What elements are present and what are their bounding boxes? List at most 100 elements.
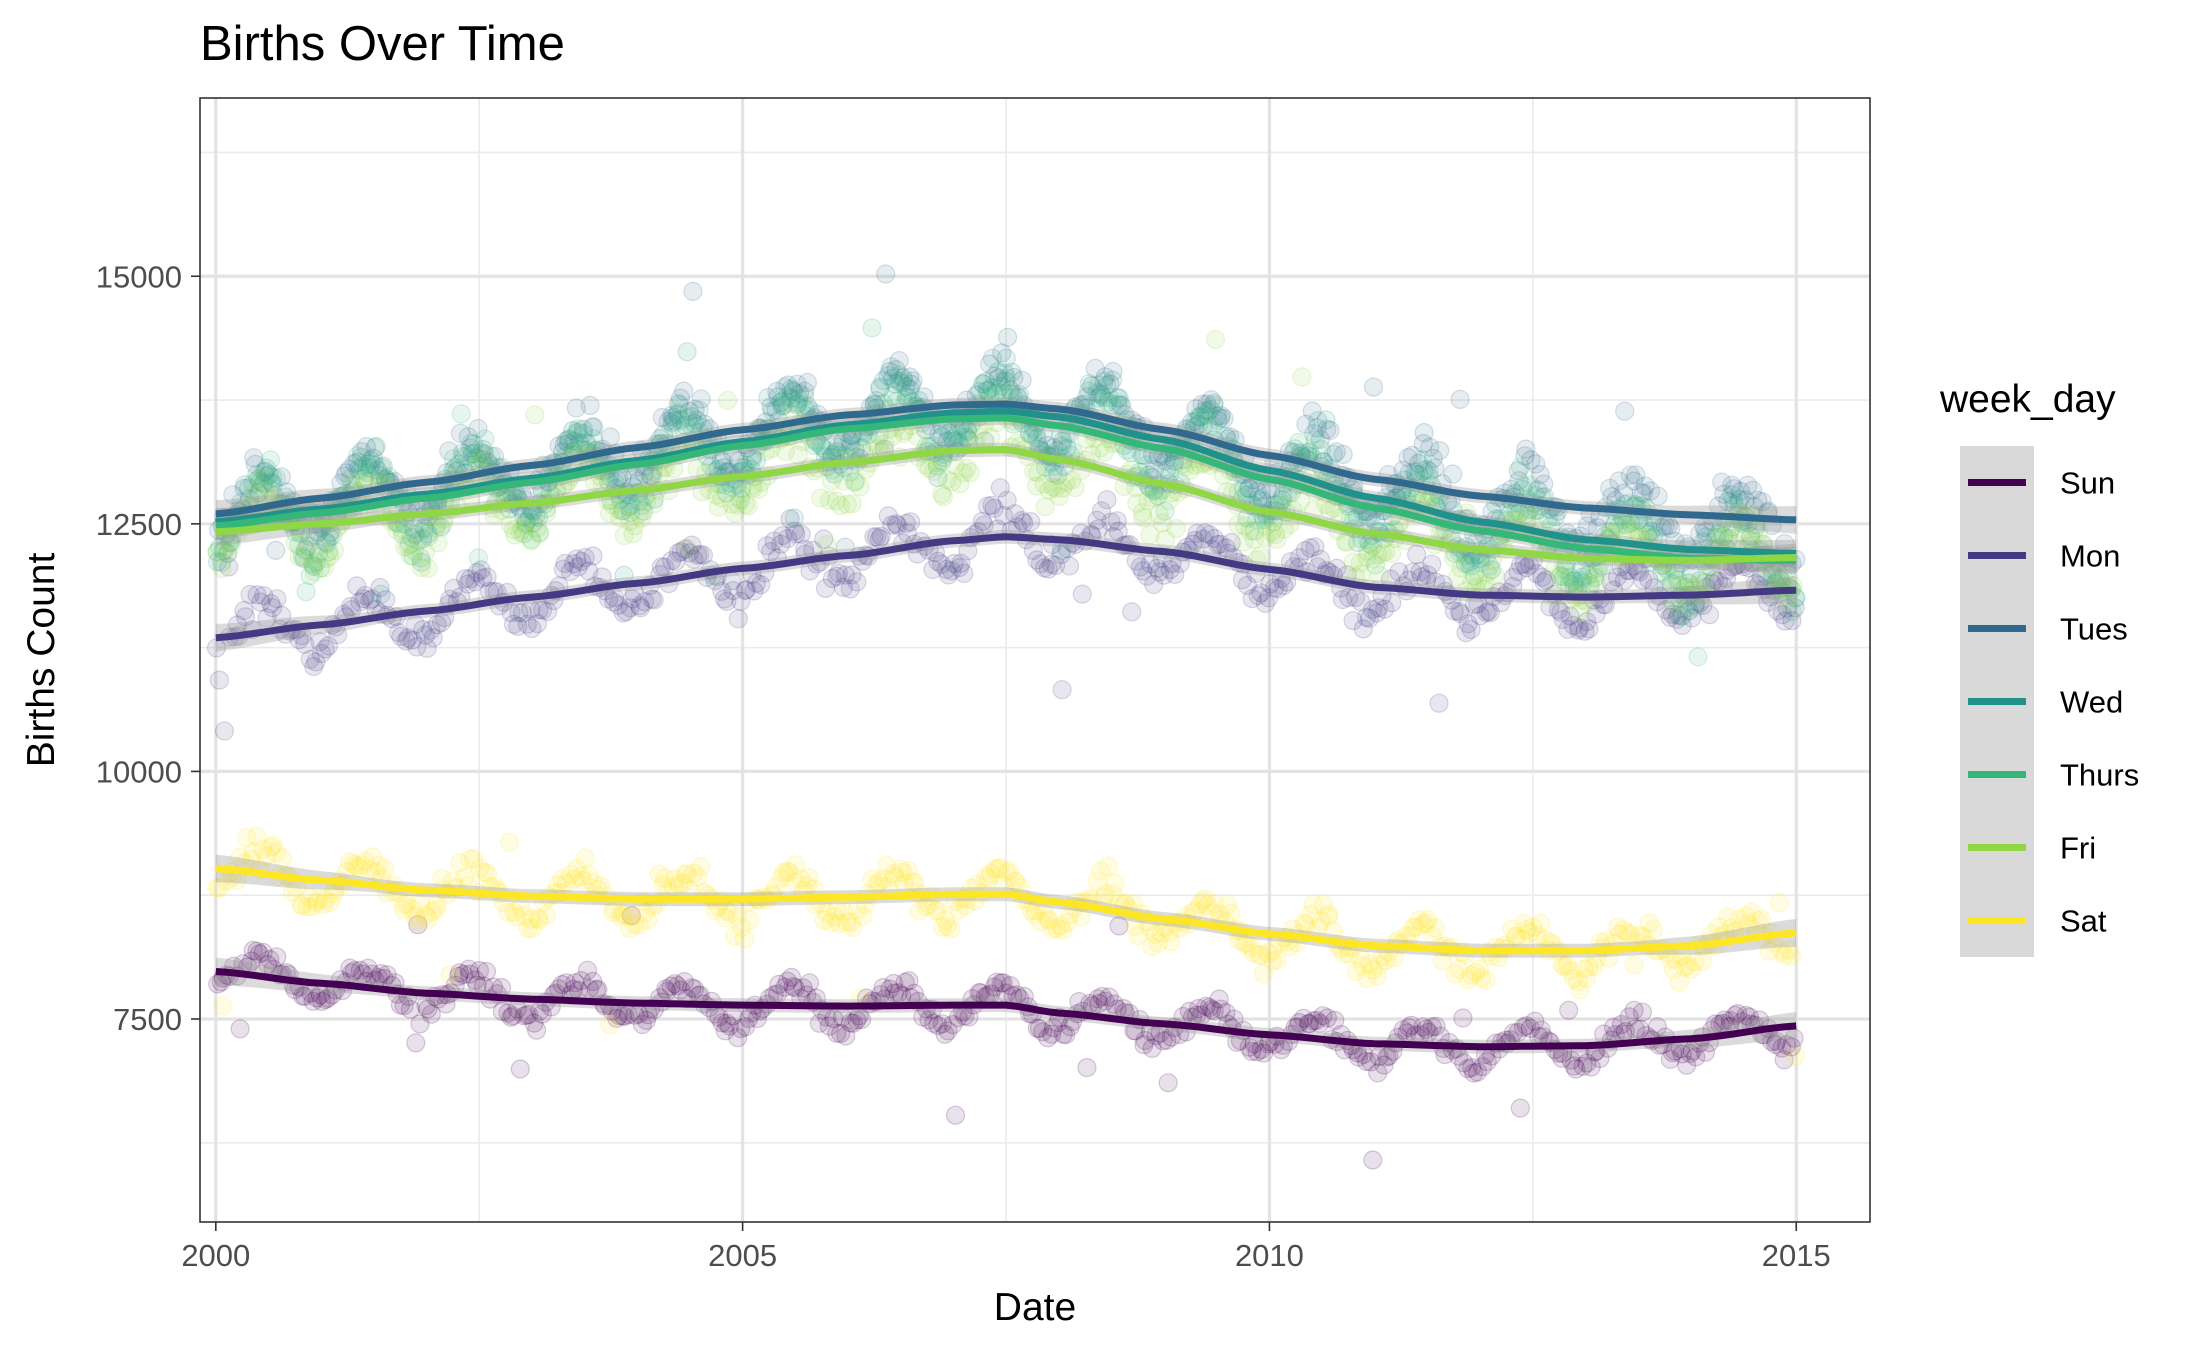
data-point	[791, 524, 811, 544]
data-point	[554, 435, 574, 455]
data-point	[310, 632, 330, 652]
data-point	[604, 592, 624, 612]
data-point	[781, 967, 802, 987]
data-point	[1081, 376, 1102, 396]
data-point	[794, 386, 815, 406]
data-point	[1525, 1011, 1545, 1031]
data-point	[809, 1013, 830, 1033]
data-point	[1077, 387, 1097, 407]
data-point	[1772, 1038, 1792, 1058]
data-point	[307, 988, 327, 1008]
data-point	[208, 552, 228, 572]
data-point	[1021, 512, 1041, 532]
data-point	[1248, 585, 1268, 606]
data-point	[311, 558, 331, 578]
data-point	[1060, 1017, 1080, 1037]
data-point	[783, 976, 803, 997]
data-point	[768, 387, 788, 407]
data-point	[1566, 1059, 1586, 1079]
data-point	[1087, 510, 1107, 530]
data-point	[300, 649, 320, 669]
data-point	[771, 534, 791, 554]
data-point	[1534, 572, 1554, 592]
data-point	[567, 422, 588, 442]
data-point	[432, 612, 452, 633]
data-point	[1724, 494, 1744, 514]
data-point	[1204, 395, 1224, 415]
data-point	[1377, 1047, 1397, 1067]
data-point	[1359, 608, 1380, 628]
data-point	[1534, 474, 1554, 494]
data-point	[492, 1001, 512, 1022]
data-point	[1382, 593, 1402, 613]
data-point	[517, 1005, 537, 1025]
data-point	[414, 518, 434, 538]
data-point	[1772, 604, 1792, 625]
data-point	[1640, 481, 1661, 501]
data-point	[1316, 410, 1336, 430]
data-point	[1480, 603, 1501, 623]
data-point	[1292, 367, 1312, 387]
data-point	[375, 859, 395, 879]
data-point	[997, 327, 1018, 347]
data-point	[878, 366, 898, 386]
data-point	[1271, 1040, 1291, 1060]
data-point	[458, 427, 478, 447]
data-point	[261, 593, 281, 614]
data-point	[746, 573, 767, 593]
data-point	[862, 318, 882, 338]
data-point	[1254, 1043, 1274, 1063]
data-point	[357, 454, 377, 474]
data-point	[476, 961, 497, 982]
data-point	[1135, 1030, 1155, 1051]
data-point	[1515, 446, 1535, 466]
data-point	[797, 396, 818, 416]
data-point	[799, 973, 820, 993]
data-point	[1656, 600, 1676, 620]
data-point	[1573, 1056, 1593, 1076]
data-point	[315, 639, 335, 659]
data-point	[1052, 680, 1072, 700]
data-point	[1302, 401, 1322, 421]
data-point	[1579, 619, 1599, 639]
data-point	[1731, 481, 1751, 501]
data-point	[880, 361, 900, 382]
data-point	[1577, 611, 1597, 632]
data-point	[598, 589, 619, 609]
data-point	[468, 418, 488, 439]
data-point	[995, 363, 1015, 383]
data-point	[982, 348, 1003, 368]
data-point	[1569, 618, 1590, 638]
data-point	[1179, 1001, 1200, 1022]
data-point	[396, 631, 416, 651]
data-point	[1259, 588, 1279, 608]
data-point	[522, 618, 542, 639]
data-point	[957, 428, 977, 448]
data-point	[642, 589, 662, 609]
data-point	[1739, 1007, 1760, 1027]
data-point	[1531, 1020, 1551, 1040]
data-point	[713, 451, 733, 471]
data-point	[1232, 570, 1253, 590]
data-point	[1688, 647, 1708, 667]
data-point	[365, 456, 385, 476]
data-point	[1247, 1042, 1267, 1062]
data-point	[851, 1009, 872, 1030]
data-point	[398, 628, 418, 648]
data-point	[340, 459, 360, 479]
data-point	[824, 1009, 844, 1029]
data-point	[783, 381, 803, 401]
data-point	[1624, 955, 1644, 975]
data-point	[1221, 532, 1241, 553]
data-point	[1509, 471, 1529, 491]
data-point	[938, 1021, 958, 1041]
data-point	[975, 372, 996, 392]
data-point	[1510, 1098, 1530, 1118]
data-point	[235, 607, 256, 627]
data-point	[503, 614, 524, 634]
data-point	[455, 568, 476, 589]
data-point	[1303, 1011, 1323, 1031]
data-point	[1144, 574, 1164, 595]
data-point	[234, 478, 254, 498]
data-point	[1369, 1046, 1389, 1067]
